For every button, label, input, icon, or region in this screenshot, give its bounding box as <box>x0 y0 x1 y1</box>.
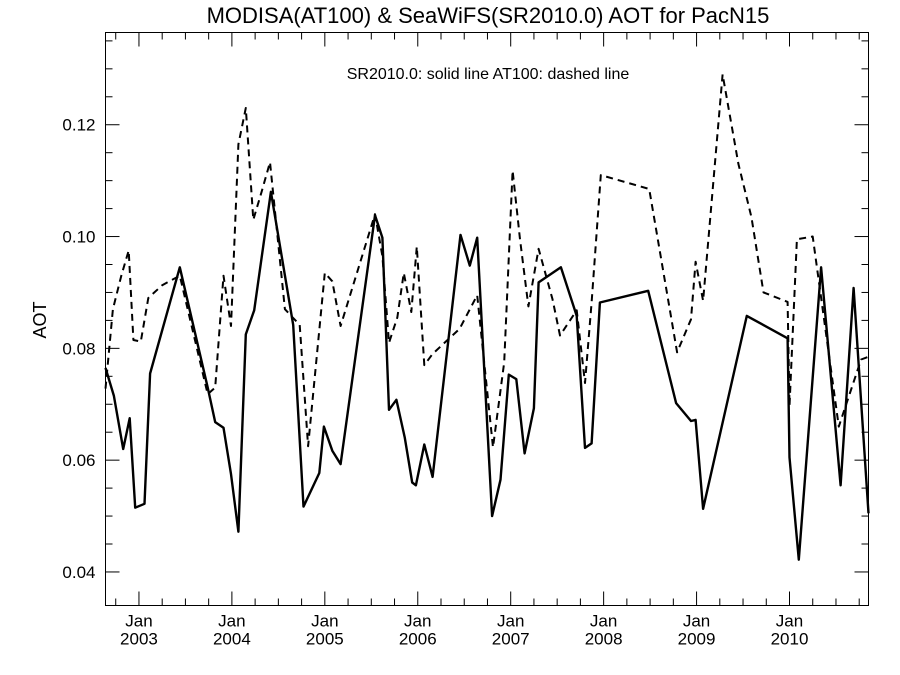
x-tick-month-label: Jan <box>497 612 524 631</box>
series-sr2010-solid-line <box>104 190 870 561</box>
x-tick-month-label: Jan <box>218 612 245 631</box>
series-at100-dashed-line <box>104 73 869 449</box>
x-tick-month-label: Jan <box>311 612 338 631</box>
y-axis-label: AOT <box>30 301 50 338</box>
series-style-annotation: SR2010.0: solid line AT100: dashed line <box>347 66 630 83</box>
x-tick-year-label: 2010 <box>771 630 809 649</box>
y-tick-label: 0.06 <box>62 451 95 470</box>
x-tick-month-label: Jan <box>125 612 152 631</box>
x-tick-year-label: 2003 <box>120 630 158 649</box>
x-tick-month-label: Jan <box>683 612 710 631</box>
x-tick-year-label: 2004 <box>213 630 251 649</box>
x-tick-year-label: 2006 <box>399 630 437 649</box>
x-tick-year-label: 2007 <box>492 630 530 649</box>
x-tick-month-label: Jan <box>404 612 431 631</box>
y-tick-label: 0.04 <box>62 563 95 582</box>
x-tick-month-label: Jan <box>590 612 617 631</box>
y-tick-label: 0.08 <box>62 339 95 358</box>
x-tick-year-label: 2008 <box>585 630 623 649</box>
chart-title: MODISA(AT100) & SeaWiFS(SR2010.0) AOT fo… <box>207 3 770 28</box>
y-tick-label: 0.12 <box>62 116 95 135</box>
x-tick-year-label: 2005 <box>306 630 344 649</box>
x-tick-month-label: Jan <box>776 612 803 631</box>
axis-ticks <box>105 32 869 606</box>
x-tick-year-label: 2009 <box>678 630 716 649</box>
plot-frame <box>105 32 869 606</box>
axis-tick-labels: 0.040.060.080.100.12Jan2003Jan2004Jan200… <box>62 116 808 649</box>
y-tick-label: 0.10 <box>62 228 95 247</box>
series-layer <box>104 73 870 561</box>
